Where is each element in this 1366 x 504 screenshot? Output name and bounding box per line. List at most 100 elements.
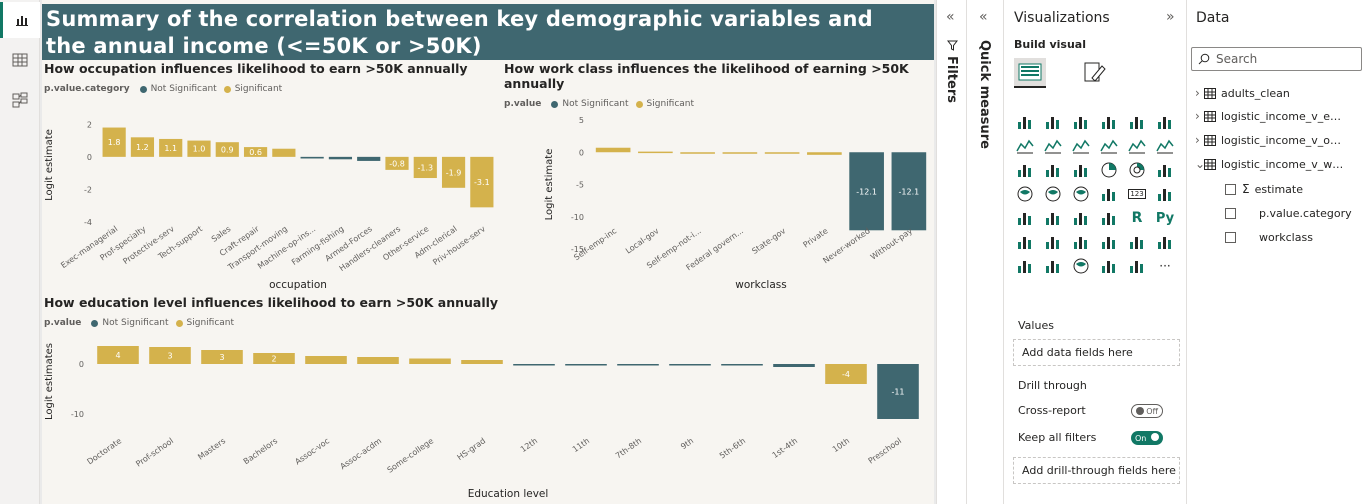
- legend-not-significant-label[interactable]: Not Significant: [562, 99, 629, 109]
- scatter-icon[interactable]: [1069, 159, 1093, 181]
- decomposition-tree-icon[interactable]: [1041, 231, 1065, 253]
- kpi-icon[interactable]: [1013, 207, 1037, 229]
- chevron-right-icon[interactable]: ›: [1195, 86, 1200, 100]
- python-visual-icon[interactable]: Py: [1153, 207, 1177, 229]
- arcgis-icon[interactable]: [1069, 255, 1093, 277]
- azure-map-icon[interactable]: [1069, 183, 1093, 205]
- power-apps-icon[interactable]: [1013, 255, 1037, 277]
- filters-pane[interactable]: « Filters: [936, 0, 966, 504]
- collapse-filters-icon[interactable]: «: [946, 9, 955, 25]
- card-icon[interactable]: 123: [1125, 183, 1149, 205]
- legend-not-significant-label[interactable]: Not Significant: [102, 318, 169, 328]
- power-automate-icon[interactable]: [1041, 255, 1065, 277]
- legend-significant-label[interactable]: Significant: [186, 318, 235, 328]
- area-chart-icon[interactable]: [1041, 135, 1065, 157]
- line-chart-icon[interactable]: [1013, 135, 1037, 157]
- chevron-icon[interactable]: [1125, 255, 1149, 277]
- kpi-icon-glyph: [1018, 213, 1031, 225]
- report-title[interactable]: Summary of the correlation between key d…: [42, 4, 934, 60]
- workclass-chart-visual[interactable]: How work class influences the likelihood…: [502, 60, 934, 290]
- education-chart-visual[interactable]: How education level influences likelihoo…: [42, 292, 934, 504]
- keep-all-filters-toggle[interactable]: On: [1131, 431, 1163, 445]
- legend-significant-label[interactable]: Significant: [646, 99, 695, 109]
- funnel-icon[interactable]: [1041, 159, 1065, 181]
- waterfall-icon[interactable]: [1013, 159, 1037, 181]
- x-tick-label: 1st-4th: [771, 436, 800, 460]
- x-axis-title: workclass: [735, 279, 786, 290]
- legend-significant-swatch: [223, 85, 231, 93]
- cross-report-toggle[interactable]: Off: [1131, 404, 1163, 418]
- report-view-button[interactable]: [0, 2, 40, 38]
- clustered-column-icon[interactable]: [1097, 111, 1121, 133]
- multirow-card-icon[interactable]: [1153, 183, 1177, 205]
- data-table-item[interactable]: ⌄ logistic_income_v_work...: [1195, 155, 1365, 173]
- model-view-button[interactable]: [0, 82, 40, 118]
- data-field-item[interactable]: p.value.category: [1225, 204, 1366, 222]
- data-field-item[interactable]: workclass: [1225, 228, 1366, 246]
- diamond-icon-glyph: [1102, 261, 1115, 273]
- ribbon-chart-icon[interactable]: [1153, 135, 1177, 157]
- gauge-icon[interactable]: [1097, 183, 1121, 205]
- 100-bar-icon[interactable]: [1125, 111, 1149, 133]
- slicer-icon[interactable]: [1041, 207, 1065, 229]
- legend-not-significant-swatch: [139, 85, 147, 93]
- legend-not-significant-label[interactable]: Not Significant: [150, 84, 217, 94]
- bar: [669, 364, 711, 366]
- paginated-report-icon[interactable]: [1153, 231, 1177, 253]
- chevron-down-icon[interactable]: ⌄: [1195, 157, 1206, 171]
- 100-column-icon[interactable]: [1153, 111, 1177, 133]
- r-visual-icon[interactable]: R: [1125, 207, 1149, 229]
- data-table-item[interactable]: › logistic_income_v_occu...: [1195, 131, 1365, 149]
- bar-data-label: 1.8: [108, 138, 121, 147]
- pie-chart-icon[interactable]: [1097, 159, 1121, 181]
- map-icon[interactable]: [1013, 183, 1037, 205]
- quick-measure-label[interactable]: Quick measure: [977, 40, 992, 149]
- collapse-quick-measure-icon[interactable]: «: [979, 9, 988, 25]
- narrative-icon[interactable]: [1097, 231, 1121, 253]
- filled-map-icon[interactable]: [1041, 183, 1065, 205]
- keep-all-filters-label: Keep all filters: [1018, 431, 1097, 444]
- drill-through-well[interactable]: Add drill-through fields here: [1013, 457, 1180, 484]
- treemap-icon[interactable]: [1153, 159, 1177, 181]
- collapse-visualizations-icon[interactable]: »: [1166, 9, 1175, 25]
- field-checkbox[interactable]: [1225, 183, 1236, 195]
- qa-icon[interactable]: [1069, 231, 1093, 253]
- values-well[interactable]: Add data fields here: [1013, 339, 1180, 366]
- stacked-area-icon[interactable]: [1069, 135, 1093, 157]
- format-visual-tab[interactable]: [1082, 60, 1108, 90]
- more-visuals-icon[interactable]: ···: [1153, 255, 1177, 277]
- line-clustered-column-icon[interactable]: [1125, 135, 1149, 157]
- legend-significant-label[interactable]: Significant: [234, 84, 283, 94]
- field-checkbox[interactable]: [1225, 207, 1236, 219]
- occupation-chart-visual[interactable]: How occupation influences likelihood to …: [42, 60, 502, 290]
- chevron-right-icon[interactable]: ›: [1195, 133, 1200, 147]
- data-table-item[interactable]: › adults_clean: [1195, 84, 1365, 102]
- bar-data-label: 1.1: [164, 144, 177, 153]
- line-column-icon[interactable]: [1097, 135, 1121, 157]
- field-checkbox[interactable]: [1225, 231, 1236, 243]
- bar-data-label: 3: [167, 352, 172, 361]
- bar-data-label: -11: [891, 388, 904, 397]
- table-icon[interactable]: [1069, 207, 1093, 229]
- data-table-item[interactable]: › logistic_income_v_educ...: [1195, 107, 1365, 125]
- chevron-right-icon[interactable]: ›: [1195, 109, 1200, 123]
- filters-label[interactable]: Filters: [944, 56, 959, 103]
- matrix-icon[interactable]: [1097, 207, 1121, 229]
- bar: [97, 346, 139, 364]
- report-canvas: Summary of the correlation between key d…: [40, 0, 936, 504]
- diamond-icon[interactable]: [1097, 255, 1121, 277]
- data-search-input[interactable]: Search: [1191, 47, 1362, 71]
- stacked-bar-icon[interactable]: [1013, 111, 1037, 133]
- goals-icon[interactable]: [1125, 231, 1149, 253]
- quick-measure-pane[interactable]: « Quick measure: [966, 0, 1003, 504]
- clustered-bar-icon[interactable]: [1069, 111, 1093, 133]
- key-influencers-icon[interactable]: [1013, 231, 1037, 253]
- pie-chart-icon-glyph: [1101, 162, 1117, 178]
- build-visual-tab[interactable]: [1014, 58, 1046, 88]
- donut-chart-icon[interactable]: [1125, 159, 1149, 181]
- bar: [849, 152, 884, 231]
- stacked-column-icon[interactable]: [1041, 111, 1065, 133]
- bar: [764, 152, 800, 154]
- table-view-button[interactable]: [0, 42, 40, 78]
